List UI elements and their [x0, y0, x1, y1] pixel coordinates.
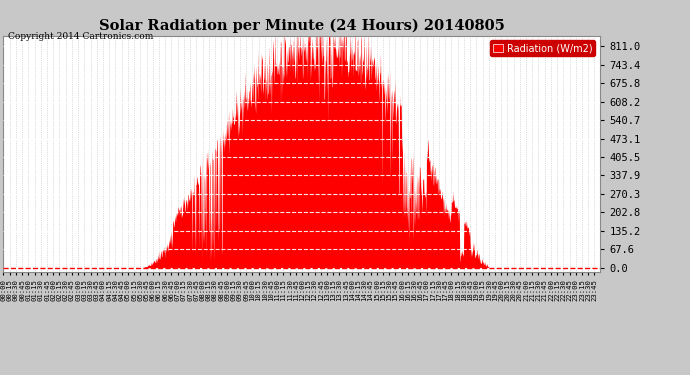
Text: Copyright 2014 Cartronics.com: Copyright 2014 Cartronics.com	[8, 32, 154, 41]
Legend: Radiation (W/m2): Radiation (W/m2)	[491, 40, 595, 56]
Title: Solar Radiation per Minute (24 Hours) 20140805: Solar Radiation per Minute (24 Hours) 20…	[99, 19, 505, 33]
